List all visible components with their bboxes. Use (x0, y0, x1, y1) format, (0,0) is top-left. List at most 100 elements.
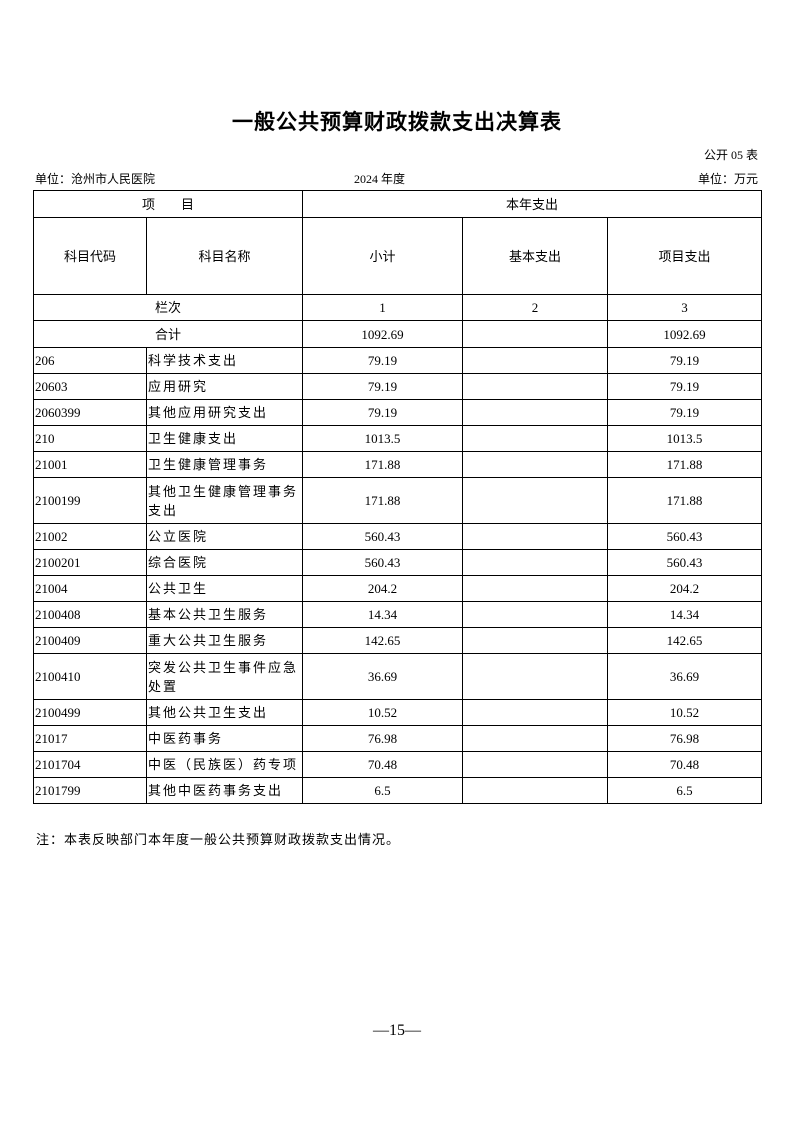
total-label: 合计 (32, 320, 304, 348)
row-subtotal: 171.88 (302, 451, 464, 478)
total-basic (462, 320, 609, 348)
row-code: 2100201 (33, 549, 147, 576)
column-label: 栏次 (32, 294, 304, 321)
table-row: 2100408 基本公共卫生服务 14.34 14.34 (33, 601, 763, 628)
row-name: 应用研究 (145, 373, 304, 400)
row-code: 21001 (33, 451, 147, 478)
header-basic: 基本支出 (462, 217, 609, 295)
table-row: 210 卫生健康支出 1013.5 1013.5 (33, 425, 763, 452)
table-row: 2100201 综合医院 560.43 560.43 (33, 549, 763, 576)
row-basic (462, 399, 609, 426)
table-row: 2101799 其他中医药事务支出 6.5 6.5 (33, 777, 763, 804)
row-name: 公立医院 (145, 523, 304, 550)
column-1: 1 (302, 294, 464, 321)
page-number: —15— (373, 1022, 421, 1039)
row-subtotal: 560.43 (302, 549, 464, 576)
row-name: 科学技术支出 (145, 347, 304, 374)
row-code: 21017 (33, 725, 147, 752)
page-title: 一般公共预算财政拨款支出决算表 (232, 110, 562, 134)
row-project: 171.88 (607, 477, 763, 524)
row-project: 560.43 (607, 549, 763, 576)
row-code: 2100409 (33, 627, 147, 654)
row-name: 重大公共卫生服务 (145, 627, 304, 654)
header-code: 科目代码 (33, 217, 147, 295)
row-name: 卫生健康支出 (145, 425, 304, 452)
row-project: 76.98 (607, 725, 763, 752)
row-basic (462, 627, 609, 654)
table-row: 21002 公立医院 560.43 560.43 (33, 523, 763, 550)
row-subtotal: 79.19 (302, 347, 464, 374)
table-row: 20603 应用研究 79.19 79.19 (33, 373, 763, 400)
row-name: 综合医院 (145, 549, 304, 576)
table-row: 21004 公共卫生 204.2 204.2 (33, 575, 763, 602)
table-row: 2100409 重大公共卫生服务 142.65 142.65 (33, 627, 763, 654)
row-subtotal: 560.43 (302, 523, 464, 550)
header-name: 科目名称 (145, 217, 304, 295)
form-number: 公开 05 表 (703, 148, 758, 162)
table-row: 2100410 突发公共卫生事件应急处置 36.69 36.69 (33, 653, 763, 700)
row-project: 79.19 (607, 373, 763, 400)
header-project: 项目支出 (607, 217, 763, 295)
header-subtotal: 小计 (302, 217, 464, 295)
row-basic (462, 523, 609, 550)
row-project: 204.2 (607, 575, 763, 602)
column-3: 3 (607, 294, 763, 321)
header-item: 项 目 (32, 190, 304, 218)
total-subtotal: 1092.69 (302, 320, 464, 348)
table-row: 2100199 其他卫生健康管理事务支出 171.88 171.88 (33, 477, 763, 524)
row-code: 21002 (33, 523, 147, 550)
row-subtotal: 171.88 (302, 477, 464, 524)
row-basic (462, 451, 609, 478)
table-row: 21017 中医药事务 76.98 76.98 (33, 725, 763, 752)
table-row: 21001 卫生健康管理事务 171.88 171.88 (33, 451, 763, 478)
row-basic (462, 549, 609, 576)
row-basic (462, 575, 609, 602)
row-subtotal: 36.69 (302, 653, 464, 700)
row-project: 10.52 (607, 699, 763, 726)
row-basic (462, 725, 609, 752)
row-subtotal: 70.48 (302, 751, 464, 778)
row-project: 79.19 (607, 399, 763, 426)
row-code: 2060399 (33, 399, 147, 426)
row-subtotal: 79.19 (302, 399, 464, 426)
row-subtotal: 204.2 (302, 575, 464, 602)
fiscal-year: 2024 年度 (354, 172, 406, 186)
row-subtotal: 14.34 (302, 601, 464, 628)
row-project: 14.34 (607, 601, 763, 628)
table-row: 2100499 其他公共卫生支出 10.52 10.52 (33, 699, 763, 726)
row-code: 2100199 (33, 477, 147, 524)
row-code: 21004 (33, 575, 147, 602)
row-subtotal: 1013.5 (302, 425, 464, 452)
table-row: 2060399 其他应用研究支出 79.19 79.19 (33, 399, 763, 426)
table-note: 注：本表反映部门本年度一般公共预算财政拨款支出情况。 (36, 832, 401, 847)
row-subtotal: 76.98 (302, 725, 464, 752)
money-unit: 单位：万元 (697, 172, 758, 186)
row-name: 突发公共卫生事件应急处置 (145, 653, 304, 700)
row-code: 2101704 (33, 751, 147, 778)
row-name: 中医药事务 (145, 725, 304, 752)
row-basic (462, 653, 609, 700)
row-name: 其他中医药事务支出 (145, 777, 304, 804)
row-project: 142.65 (607, 627, 763, 654)
row-name: 中医（民族医）药专项 (145, 751, 304, 778)
row-name: 其他公共卫生支出 (145, 699, 304, 726)
unit-organization: 单位：沧州市人民医院 (35, 172, 156, 186)
table-row: 206 科学技术支出 79.19 79.19 (33, 347, 763, 374)
row-project: 70.48 (607, 751, 763, 778)
row-code: 210 (33, 425, 147, 452)
row-code: 2100499 (33, 699, 147, 726)
row-project: 36.69 (607, 653, 763, 700)
row-name: 公共卫生 (145, 575, 304, 602)
total-project: 1092.69 (607, 320, 763, 348)
row-basic (462, 777, 609, 804)
row-name: 基本公共卫生服务 (145, 601, 304, 628)
table-row: 2101704 中医（民族医）药专项 70.48 70.48 (33, 751, 763, 778)
row-code: 2101799 (33, 777, 147, 804)
row-basic (462, 477, 609, 524)
column-2: 2 (462, 294, 609, 321)
row-subtotal: 6.5 (302, 777, 464, 804)
row-name: 其他应用研究支出 (145, 399, 304, 426)
row-basic (462, 601, 609, 628)
row-project: 1013.5 (607, 425, 763, 452)
row-project: 171.88 (607, 451, 763, 478)
